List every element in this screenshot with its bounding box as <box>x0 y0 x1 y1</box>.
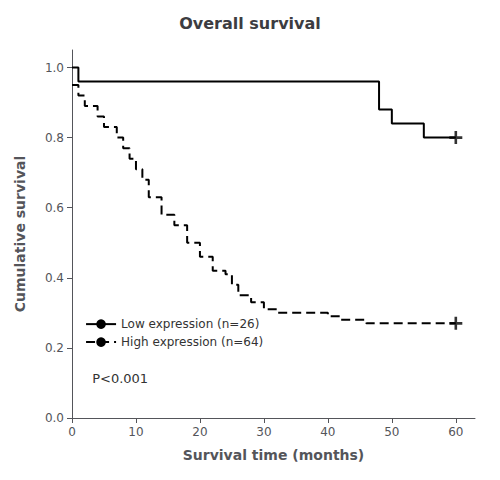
svg-text:10: 10 <box>128 425 143 439</box>
svg-text:40: 40 <box>320 425 335 439</box>
svg-text:0.8: 0.8 <box>45 131 64 145</box>
svg-text:High expression (n=64): High expression (n=64) <box>121 335 263 349</box>
svg-text:Overall survival: Overall survival <box>179 14 321 33</box>
svg-text:0.2: 0.2 <box>45 341 64 355</box>
svg-text:0.4: 0.4 <box>45 271 64 285</box>
svg-text:50: 50 <box>384 425 399 439</box>
svg-text:0.0: 0.0 <box>45 411 64 425</box>
svg-text:Survival time (months): Survival time (months) <box>183 447 365 463</box>
svg-text:Cumulative survival: Cumulative survival <box>12 156 28 313</box>
svg-text:0: 0 <box>68 425 76 439</box>
svg-text:0.6: 0.6 <box>45 201 64 215</box>
svg-text:30: 30 <box>256 425 271 439</box>
svg-text:1.0: 1.0 <box>45 61 64 75</box>
svg-text:60: 60 <box>448 425 463 439</box>
svg-text:20: 20 <box>192 425 207 439</box>
svg-text:P<0.001: P<0.001 <box>92 371 148 386</box>
svg-text:Low expression (n=26): Low expression (n=26) <box>121 317 259 331</box>
